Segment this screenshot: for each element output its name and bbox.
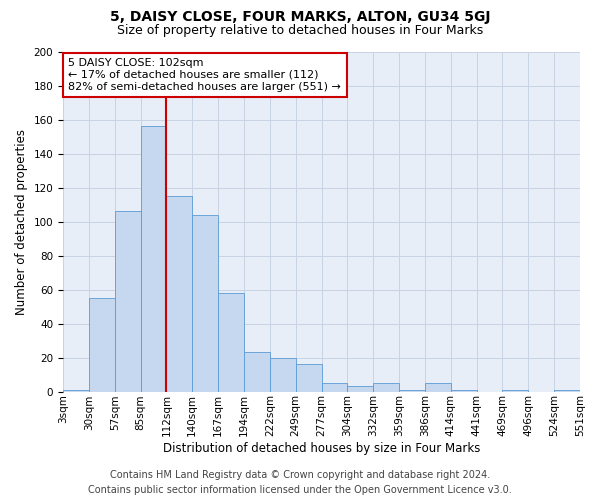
- Bar: [451, 390, 476, 392]
- Bar: [554, 390, 580, 392]
- Bar: [399, 390, 425, 392]
- Bar: [425, 383, 451, 392]
- Bar: [140, 126, 166, 392]
- Bar: [89, 298, 115, 392]
- Bar: [115, 212, 140, 392]
- Bar: [322, 383, 347, 392]
- Text: 5, DAISY CLOSE, FOUR MARKS, ALTON, GU34 5GJ: 5, DAISY CLOSE, FOUR MARKS, ALTON, GU34 …: [110, 10, 490, 24]
- Text: Size of property relative to detached houses in Four Marks: Size of property relative to detached ho…: [117, 24, 483, 37]
- Bar: [244, 352, 270, 392]
- Bar: [502, 390, 529, 392]
- Bar: [270, 358, 296, 392]
- Bar: [63, 390, 89, 392]
- Text: Contains HM Land Registry data © Crown copyright and database right 2024.
Contai: Contains HM Land Registry data © Crown c…: [88, 470, 512, 495]
- Text: 5 DAISY CLOSE: 102sqm
← 17% of detached houses are smaller (112)
82% of semi-det: 5 DAISY CLOSE: 102sqm ← 17% of detached …: [68, 58, 341, 92]
- X-axis label: Distribution of detached houses by size in Four Marks: Distribution of detached houses by size …: [163, 442, 480, 455]
- Bar: [218, 293, 244, 392]
- Bar: [296, 364, 322, 392]
- Bar: [166, 196, 192, 392]
- Bar: [192, 214, 218, 392]
- Bar: [373, 383, 399, 392]
- Bar: [347, 386, 373, 392]
- Y-axis label: Number of detached properties: Number of detached properties: [15, 128, 28, 314]
